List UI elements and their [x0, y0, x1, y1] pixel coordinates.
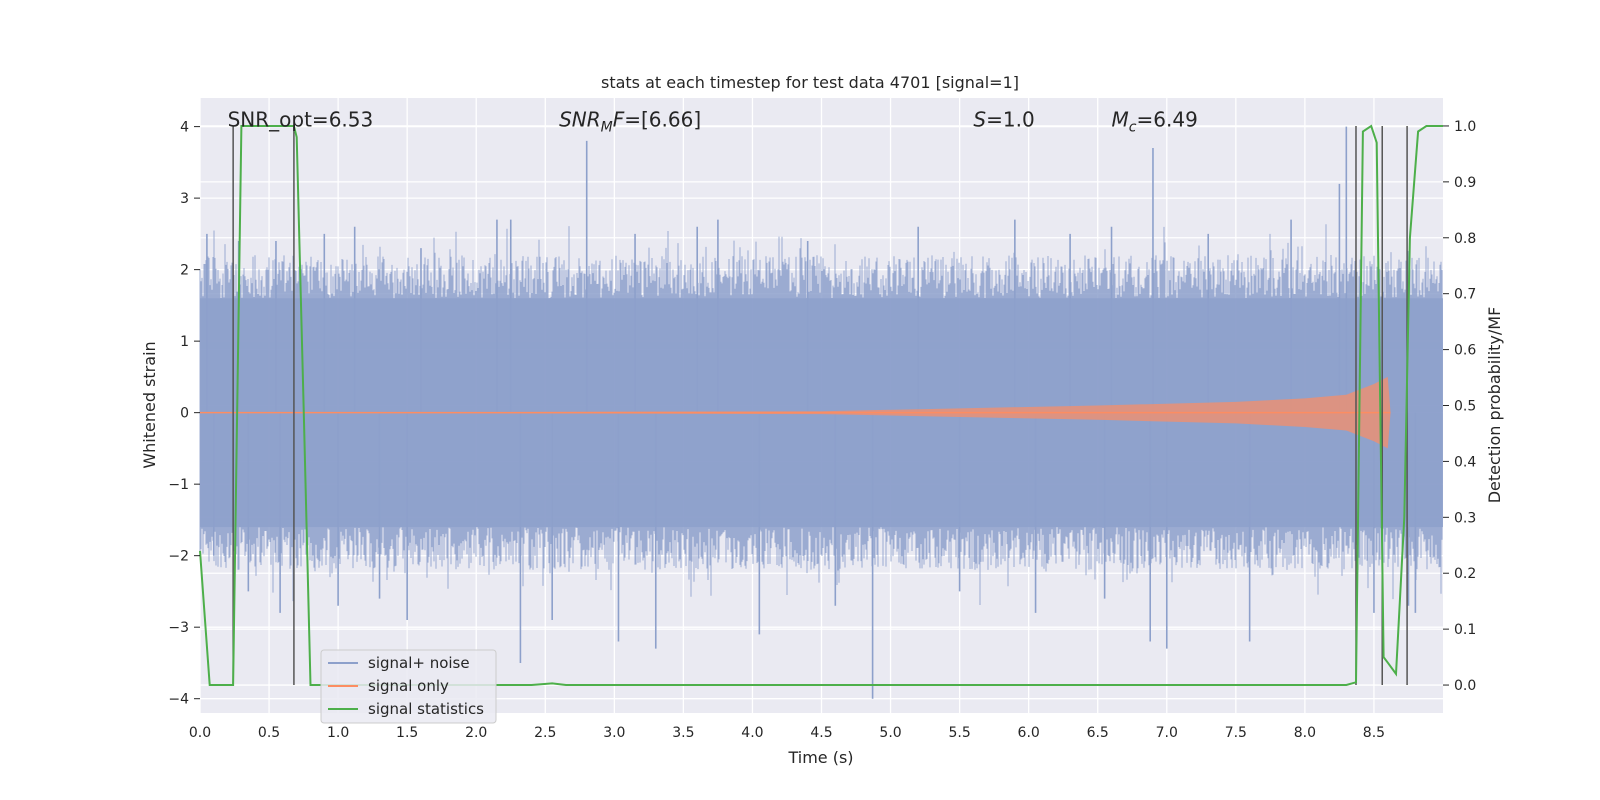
x-tick-label: 4.0: [741, 725, 763, 741]
y2-tick-label: 0.2: [1454, 566, 1476, 582]
annotation-3: Mc=6.49: [1112, 107, 1198, 135]
y2-tick-label: 0.9: [1454, 175, 1476, 191]
y-tick-label: 2: [180, 263, 189, 279]
y2-tick-label: 0.1: [1454, 622, 1476, 638]
y2-tick-label: 0.7: [1454, 287, 1476, 303]
legend: signal+ noise signal only signal statist…: [320, 649, 497, 724]
x-tick-label: 3.0: [603, 725, 625, 741]
y-tick-label: −2: [168, 549, 189, 565]
series-signal-only: [200, 376, 1391, 449]
x-tick-label: 7.5: [1225, 725, 1247, 741]
x-tick-label: 4.5: [810, 725, 832, 741]
y2-tick-label: 0.5: [1454, 399, 1476, 415]
annotation-1: SNRMF=[6.66]: [559, 107, 701, 135]
legend-label-signal-statistics: signal statistics: [368, 700, 484, 718]
x-tick-label: 5.0: [879, 725, 901, 741]
y-axis-label: Whitened strain: [140, 341, 159, 468]
x-tick-label: 1.0: [327, 725, 349, 741]
y2-tick-label: 0.6: [1454, 343, 1476, 359]
x-tick-label: 8.0: [1294, 725, 1316, 741]
y2-tick-label: 0.8: [1454, 231, 1476, 247]
y2-tick-label: 0.4: [1454, 454, 1476, 470]
x-tick-label: 0.0: [189, 725, 211, 741]
y2-axis-label: Detection probability/MF: [1485, 307, 1504, 504]
y-tick-label: 0: [180, 406, 189, 422]
y2-tick-label: 1.0: [1454, 119, 1476, 135]
y2-tick-label: 0.3: [1454, 510, 1476, 526]
chart-title: stats at each timestep for test data 470…: [601, 73, 1019, 92]
x-tick-label: 2.5: [534, 725, 556, 741]
x-tick-label: 6.5: [1087, 725, 1109, 741]
y2-axis-ticks: 0.0 0.1 0.2 0.3 0.4 0.5 0.6 0.7 0.8 0.9 1.0: [1443, 119, 1476, 694]
y-axis-ticks: −4 −3 −2 −1 0 1 2 3 4: [168, 120, 200, 708]
legend-label-signal-only: signal only: [368, 677, 449, 695]
y-tick-label: −1: [168, 477, 189, 493]
x-tick-label: 2.0: [465, 725, 487, 741]
x-tick-label: 8.5: [1363, 725, 1385, 741]
y-tick-label: 4: [180, 120, 189, 136]
x-tick-label: 1.5: [396, 725, 418, 741]
x-tick-label: 7.0: [1156, 725, 1178, 741]
series-signal-statistics: [199, 124, 1443, 686]
y-tick-label: 3: [180, 191, 189, 207]
x-axis-label: Time (s): [787, 748, 853, 767]
y2-tick-label: 0.0: [1454, 678, 1476, 694]
y-tick-label: 1: [180, 334, 189, 350]
x-tick-label: 5.5: [948, 725, 970, 741]
annotations: SNR_opt=6.53 SNRMF=[6.66] S=1.0 Mc=6.49: [228, 107, 1198, 135]
y-tick-label: −4: [168, 692, 189, 708]
annotation-0: SNR_opt=6.53: [228, 107, 374, 131]
x-tick-label: 0.5: [258, 725, 280, 741]
x-tick-label: 6.0: [1018, 725, 1040, 741]
legend-box: [320, 649, 497, 724]
x-tick-label: 3.5: [672, 725, 694, 741]
y-tick-label: −3: [168, 620, 189, 636]
stats-line: [199, 124, 1443, 686]
legend-label-signal-noise: signal+ noise: [368, 654, 470, 672]
annotation-2: S=1.0: [973, 107, 1034, 131]
x-axis-ticks: 0.0 0.5 1.0 1.5 2.0 2.5 3.0 3.5 4.0 4.5 5.0 5.5 6.0 6…: [189, 725, 1385, 741]
